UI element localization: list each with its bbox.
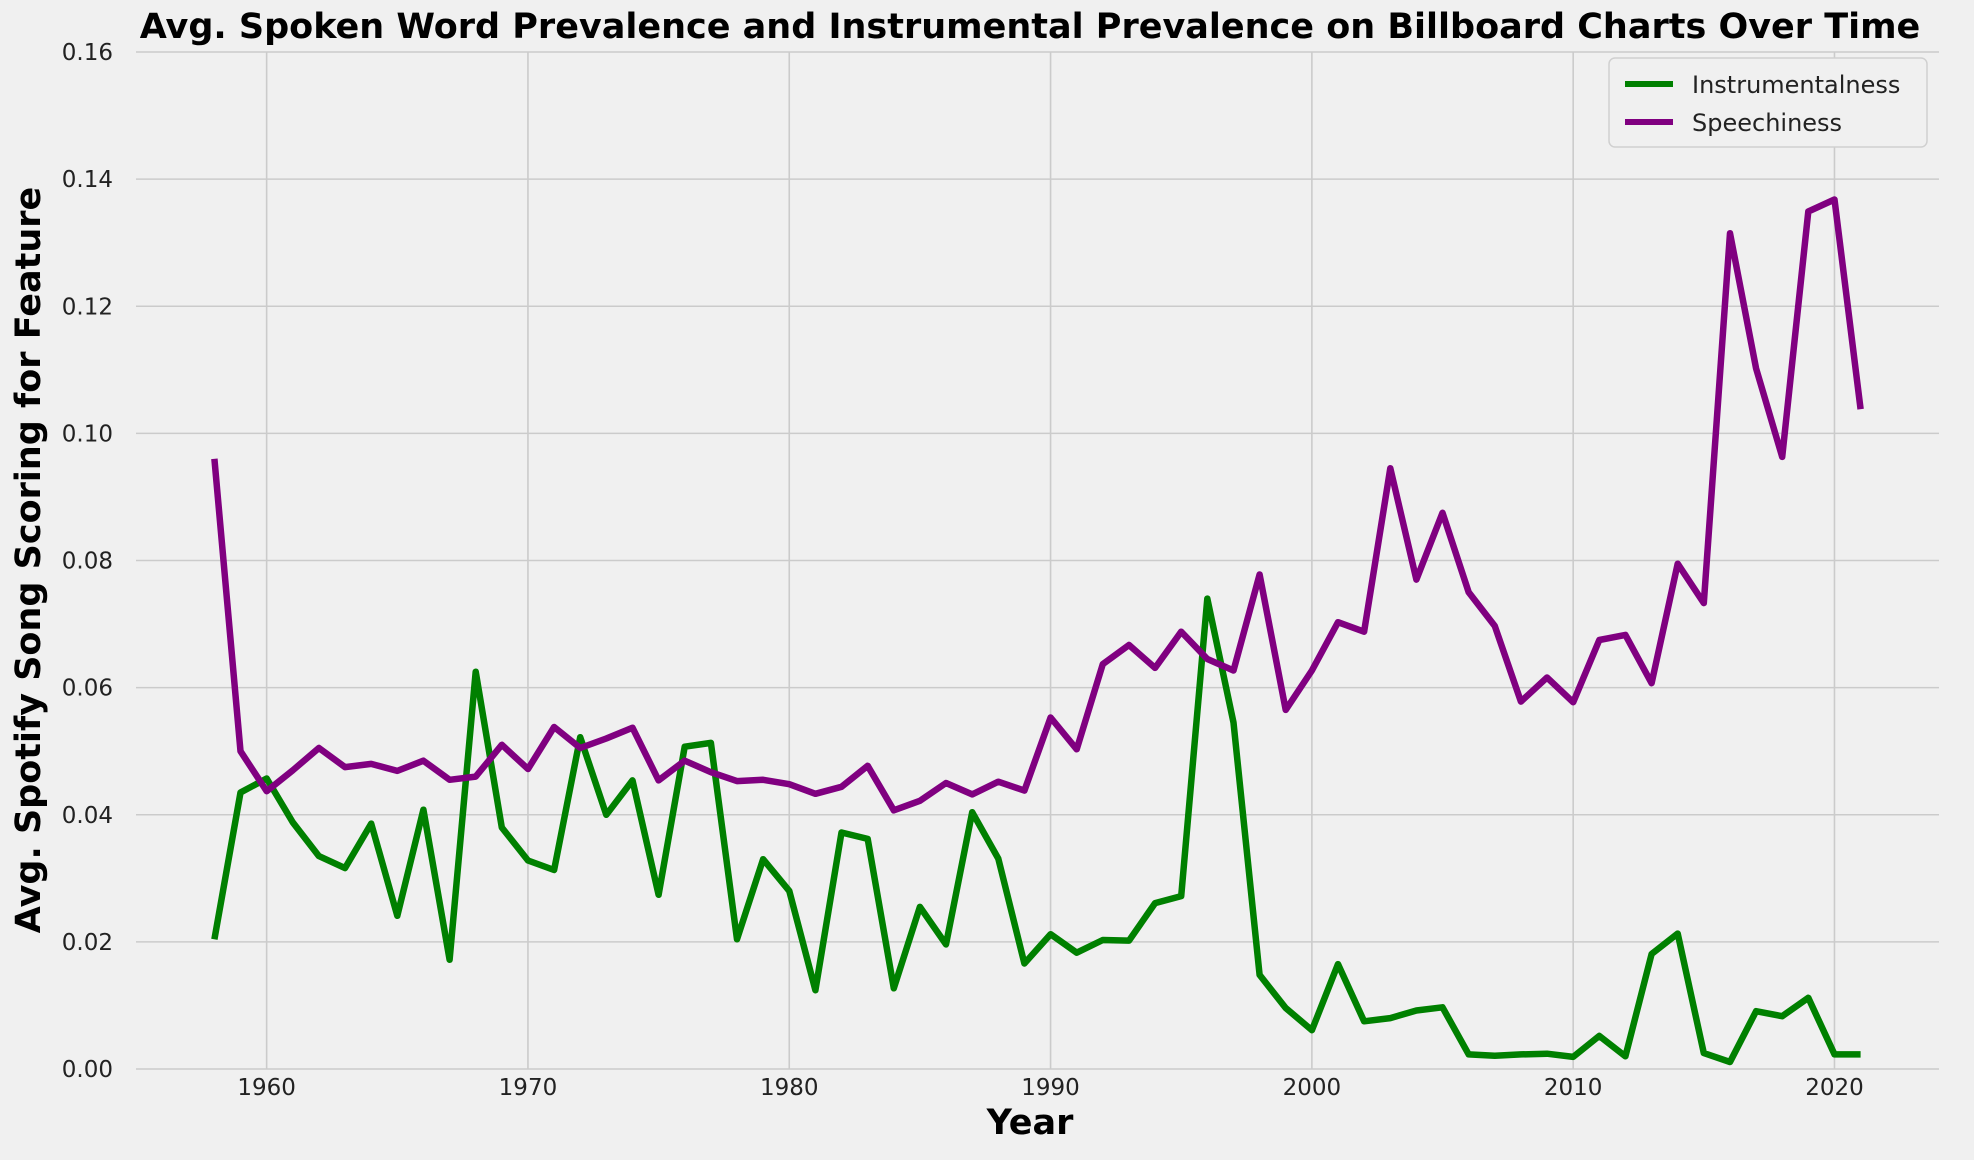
- x-tick-label: 2020: [1805, 1075, 1864, 1101]
- chart-title: Avg. Spoken Word Prevalence and Instrume…: [140, 7, 1921, 47]
- data-lines: [211, 196, 1864, 1066]
- y-tick-label: 0.04: [62, 803, 113, 829]
- y-tick-label: 0.16: [62, 40, 113, 66]
- x-tick-label: 1960: [237, 1075, 296, 1101]
- y-axis-label: Avg. Spotify Song Scoring for Feature: [9, 187, 49, 933]
- series-line-speechiness: [211, 196, 1864, 814]
- y-tick-label: 0.02: [62, 930, 113, 956]
- y-tick-label: 0.00: [62, 1057, 113, 1083]
- y-tick-label: 0.14: [62, 167, 113, 193]
- x-axis-label: Year: [986, 1103, 1074, 1143]
- legend-label-instrumentalness: Instrumentalness: [1692, 71, 1900, 99]
- x-tick-label: 1990: [1021, 1075, 1080, 1101]
- y-tick-labels: 0.00 0.02 0.04 0.06 0.08 0.10 0.12 0.14 0.16: [62, 40, 113, 1083]
- legend-box: [1608, 57, 1928, 148]
- legend: Instrumentalness Speechiness: [1608, 57, 1928, 148]
- grid: [136, 51, 1939, 1070]
- y-tick-label: 0.10: [62, 421, 113, 447]
- x-tick-label: 1980: [760, 1075, 819, 1101]
- legend-label-speechiness: Speechiness: [1692, 109, 1842, 137]
- y-tick-label: 0.12: [62, 294, 113, 320]
- x-tick-labels: 1960 1970 1980 1990 2000 2010 2020: [237, 1075, 1863, 1101]
- x-tick-label: 1970: [499, 1075, 558, 1101]
- x-tick-label: 2010: [1544, 1075, 1603, 1101]
- y-tick-label: 0.08: [62, 549, 113, 575]
- x-tick-label: 2000: [1283, 1075, 1342, 1101]
- y-tick-label: 0.06: [62, 676, 113, 702]
- series-line-instrumentalness: [211, 595, 1861, 1066]
